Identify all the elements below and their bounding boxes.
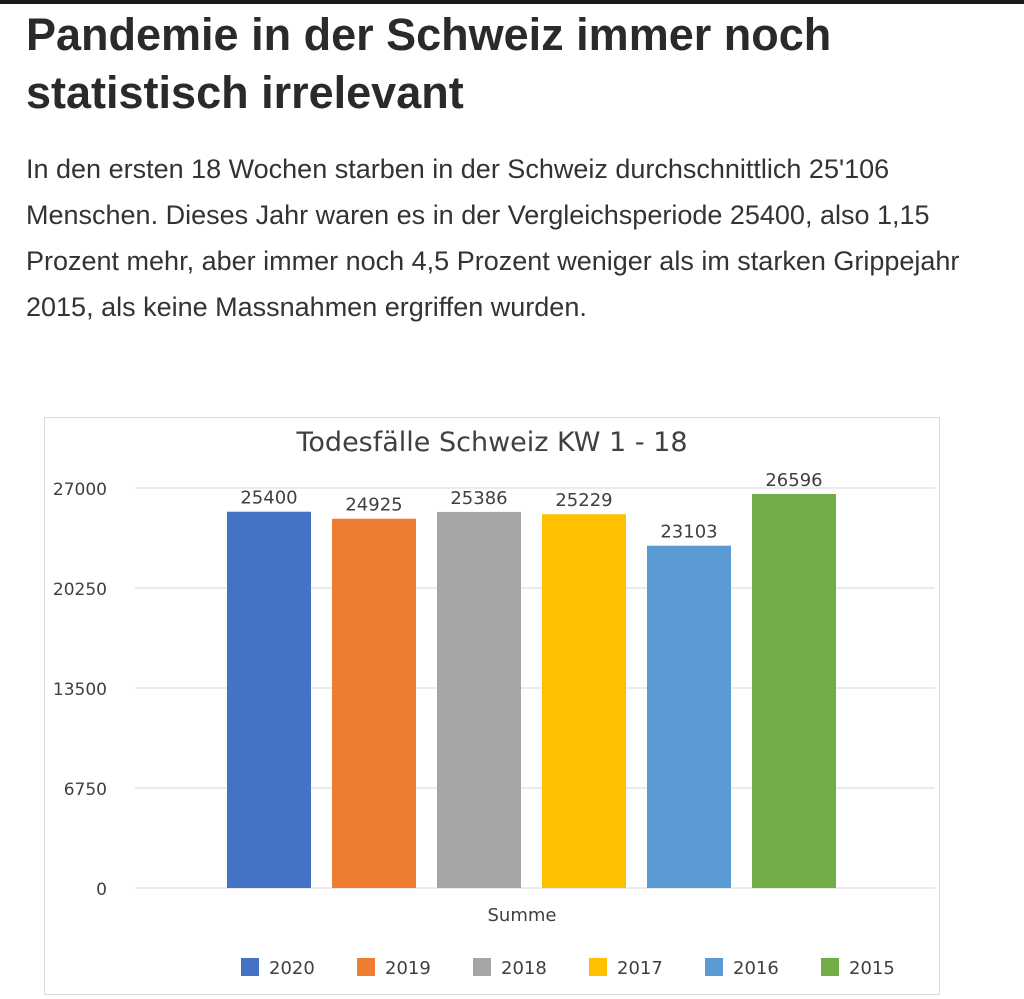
legend-label-2020: 2020 <box>269 958 315 979</box>
chart-container: Todesfälle Schweiz KW 1 - 18 0 6750 13500 2… <box>44 417 940 995</box>
y-tick-label: 27000 <box>53 480 107 500</box>
bar-2015 <box>752 493 836 888</box>
legend-swatch-2020 <box>241 958 259 976</box>
data-label-2018: 25386 <box>450 488 507 509</box>
chart-legend: 2020 2019 2018 2017 2016 2015 <box>241 958 895 979</box>
legend-label-2017: 2017 <box>617 958 663 979</box>
legend-label-2016: 2016 <box>733 958 779 979</box>
x-axis-category-label: Summe <box>488 905 557 926</box>
bars <box>227 493 836 888</box>
article-lead: In den ersten 18 Wochen starben in der S… <box>26 154 960 322</box>
y-tick-label: 6750 <box>64 780 107 800</box>
y-axis: 0 6750 13500 20250 27000 <box>53 480 107 900</box>
bar-2019 <box>332 518 416 888</box>
y-tick-label: 0 <box>96 880 107 900</box>
data-label-2020: 25400 <box>240 488 297 509</box>
data-label-2015: 26596 <box>765 470 822 491</box>
legend-swatch-2017 <box>589 958 607 976</box>
legend-label-2015: 2015 <box>849 958 895 979</box>
data-label-2019: 24925 <box>345 495 402 516</box>
y-tick-label: 13500 <box>53 680 107 700</box>
bar-2016 <box>647 545 731 888</box>
legend-label-2019: 2019 <box>385 958 431 979</box>
y-tick-label: 20250 <box>53 580 107 600</box>
data-label-2016: 23103 <box>660 522 717 543</box>
top-rule <box>0 0 1024 4</box>
legend-swatch-2016 <box>705 958 723 976</box>
bar-chart: Todesfälle Schweiz KW 1 - 18 0 6750 13500 2… <box>53 427 935 979</box>
bar-2017 <box>542 514 626 888</box>
legend-swatch-2018 <box>473 958 491 976</box>
legend-label-2018: 2018 <box>501 958 547 979</box>
data-label-2017: 25229 <box>555 490 612 511</box>
legend-swatch-2019 <box>357 958 375 976</box>
legend-swatch-2015 <box>821 958 839 976</box>
data-labels: 25400 24925 25386 25229 23103 26596 <box>240 470 822 543</box>
chart-title: Todesfälle Schweiz KW 1 - 18 <box>296 427 688 458</box>
article-headline: Pandemie in der Schweiz immer noch stati… <box>26 9 832 118</box>
bar-2020 <box>227 511 311 888</box>
bar-2018 <box>437 511 521 888</box>
